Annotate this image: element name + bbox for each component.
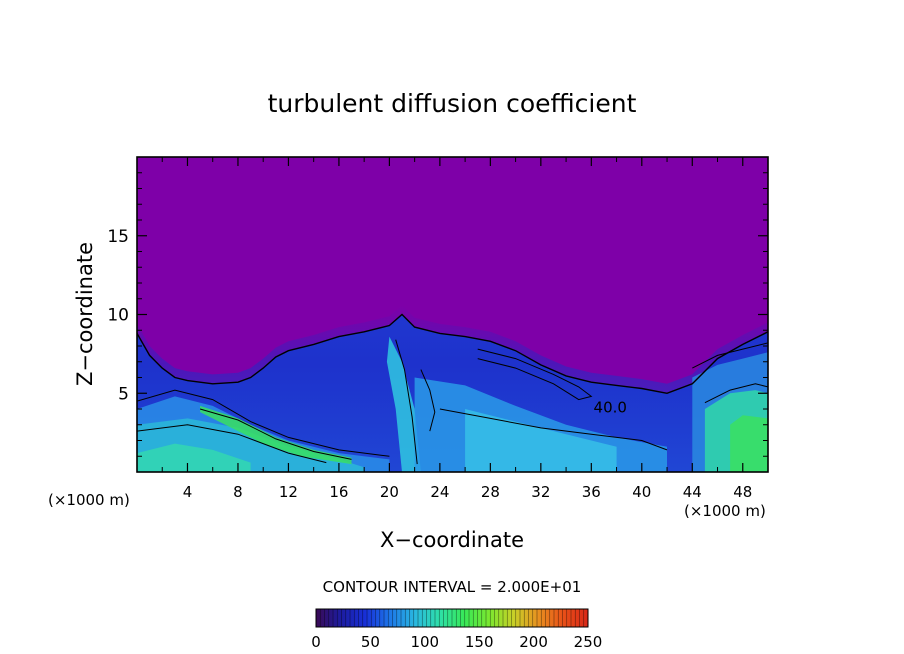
x-tick-label: 44 [683, 483, 702, 501]
x-tick-label: 24 [430, 483, 449, 501]
colorbar-stripes [319, 609, 585, 627]
colorbar-tick-label: 100 [410, 633, 439, 651]
contour-line [395, 339, 418, 465]
chart-title: turbulent diffusion coefficient [268, 89, 637, 118]
contour-lines [137, 339, 768, 465]
contour-line [704, 383, 768, 404]
y-tick-label: 5 [118, 384, 129, 404]
colorbar-tick-label: 200 [519, 633, 548, 651]
y-axis-ticks: 5 10 15 [107, 172, 768, 457]
y-axis-label: Z−coordinate [73, 242, 97, 386]
contour-line [439, 408, 668, 451]
boundary-layer-contour [137, 313, 768, 395]
x-axis-ticks: 4 8 12 16 20 24 28 32 36 40 44 48 [161, 157, 752, 501]
colorbar: 0 50 100 150 200 250 [311, 608, 602, 651]
colorbar-tick-label: 50 [361, 633, 380, 651]
colorbar-tick-label: 250 [574, 633, 603, 651]
contour-line [477, 348, 593, 401]
x-tick-label: 16 [329, 483, 348, 501]
turbulent-feature [730, 415, 768, 472]
turbulent-feature [137, 443, 251, 472]
colorbar-tick-labels: 0 50 100 150 200 250 [311, 633, 602, 651]
x-tick-label: 32 [531, 483, 550, 501]
contour-line [199, 408, 352, 460]
colorbar-tick-label: 0 [311, 633, 321, 651]
turbulent-feature [465, 409, 617, 472]
x-tick-label: 36 [582, 483, 601, 501]
contour-interval-text: CONTOUR INTERVAL = 2.000E+01 [323, 578, 582, 596]
x-axis-label: X−coordinate [380, 528, 524, 552]
contour-line [137, 424, 327, 464]
colorbar-tick-label: 150 [465, 633, 494, 651]
x-tick-label: 48 [733, 483, 752, 501]
y-tick-label: 15 [107, 227, 129, 247]
contour-line [692, 342, 768, 369]
x-tick-label: 12 [279, 483, 298, 501]
contour-line [137, 389, 390, 457]
x-tick-label: 40 [632, 483, 651, 501]
y-tick-label: 10 [107, 306, 129, 326]
x-tick-label: 28 [481, 483, 500, 501]
contour-value-label: 40.0 [594, 398, 627, 416]
x-tick-label: 20 [380, 483, 399, 501]
turbulent-feature [386, 336, 421, 472]
plot-area [137, 157, 768, 472]
x-unit-left: (×1000 m) [48, 491, 130, 509]
x-tick-label: 4 [183, 483, 193, 501]
colorbar-frame [315, 608, 589, 628]
turbulent-features [137, 336, 768, 472]
x-unit-right: (×1000 m) [684, 502, 766, 520]
x-tick-label: 8 [233, 483, 243, 501]
contour-line [420, 369, 436, 432]
